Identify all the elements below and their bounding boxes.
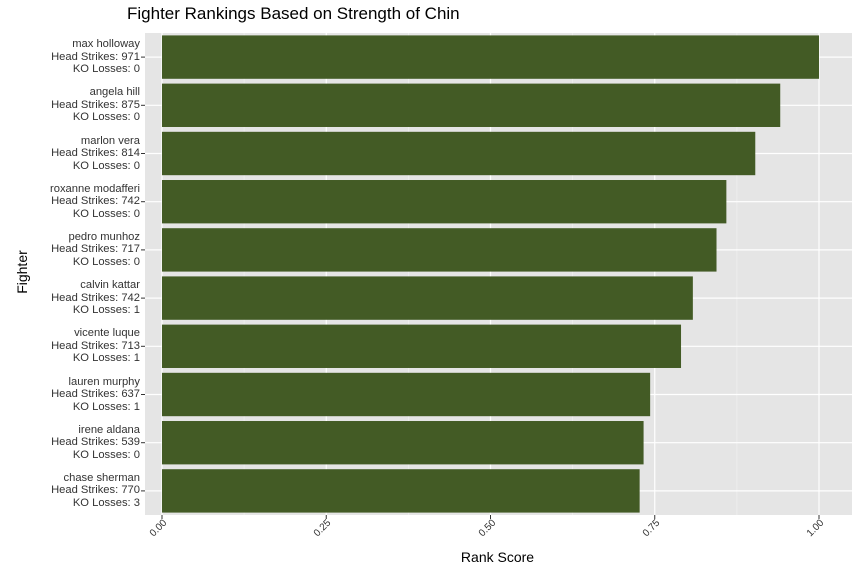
category-label-name: marlon vera (80, 134, 140, 147)
chart-title: Fighter Rankings Based on Strength of Ch… (127, 4, 460, 23)
category-label-ko-losses: KO Losses: 1 (72, 304, 140, 317)
category-label: max holloway Head Strikes: 971 KO Losses: … (0, 38, 140, 76)
category-label-name: calvin kattar (80, 279, 140, 292)
category-label-name: chase sherman (63, 471, 141, 484)
bar-chase-sherman (162, 469, 640, 513)
category-label: calvin kattar Head Strikes: 742 KO Losses:… (0, 279, 140, 317)
category-label: pedro munhoz Head Strikes: 717 KO Losses: … (0, 231, 140, 269)
category-label-ko-losses: KO Losses: 0 (72, 207, 140, 220)
category-label-head-strikes: Head Strikes: 742 (51, 195, 140, 208)
category-label-head-strikes: Head Strikes: 814 (51, 147, 140, 159)
bar-roxanne-modafferi (162, 180, 727, 224)
category-label-head-strikes: Head Strikes: 770 (51, 484, 140, 497)
category-label-head-strikes: Head Strikes: 742 (51, 291, 140, 304)
category-label-head-strikes: Head Strikes: 637 (51, 388, 140, 400)
category-label-name: lauren murphy (68, 375, 140, 388)
category-label: chase sherman Head Strikes: 770 KO Losses:… (0, 472, 140, 510)
category-label-head-strikes: Head Strikes: 539 (51, 436, 140, 449)
category-label-ko-losses: KO Losses: 0 (72, 159, 140, 172)
category-label-ko-losses: KO Losses: 0 (72, 111, 140, 124)
category-label: roxanne modafferi Head Strikes: 742 KO Los… (0, 183, 140, 221)
category-label-ko-losses: KO Losses: 3 (72, 496, 140, 509)
bar-marlon-vera (162, 131, 756, 176)
bar-calvin-kattar (162, 276, 693, 320)
category-label: marlon vera Head Strikes: 814 KO Losses: 0 (0, 135, 140, 173)
category-label-head-strikes: Head Strikes: 717 (51, 243, 140, 256)
bar-angela-hill (162, 83, 781, 127)
category-label: vicente luque Head Strikes: 713 KO Losses:… (0, 327, 140, 365)
category-label-head-strikes: Head Strikes: 971 (51, 50, 140, 63)
category-label-head-strikes: Head Strikes: 875 (51, 98, 140, 111)
category-label-name: angela hill (89, 86, 140, 99)
category-label-ko-losses: KO Losses: 0 (72, 63, 140, 76)
x-axis-label: Rank Score (460, 549, 535, 565)
category-label-ko-losses: KO Losses: 0 (72, 255, 140, 268)
bar-pedro-munhoz (162, 228, 717, 272)
bar-irene-aldana (162, 421, 644, 465)
category-label-name: vicente luque (74, 327, 140, 340)
category-label: irene aldana Head Strikes: 539 KO Losses: … (0, 424, 140, 462)
category-label-ko-losses: KO Losses: 0 (72, 448, 140, 461)
category-label-name: max holloway (72, 38, 140, 51)
category-label-name: irene aldana (78, 423, 140, 436)
category-label: angela hill Head Strikes: 875 KO Losses: 0 (0, 86, 140, 124)
category-label: lauren murphy Head Strikes: 637 KO Losses:… (0, 376, 140, 414)
category-label-name: pedro munhoz (68, 230, 140, 243)
category-label-ko-losses: KO Losses: 1 (72, 400, 140, 413)
category-label-name: roxanne modafferi (50, 182, 140, 195)
category-label-head-strikes: Head Strikes: 713 (51, 339, 140, 352)
category-label-ko-losses: KO Losses: 1 (72, 352, 140, 365)
bar-vicente-luque (162, 324, 682, 368)
bar-max-holloway (162, 35, 819, 79)
bar-lauren-murphy (162, 372, 651, 417)
